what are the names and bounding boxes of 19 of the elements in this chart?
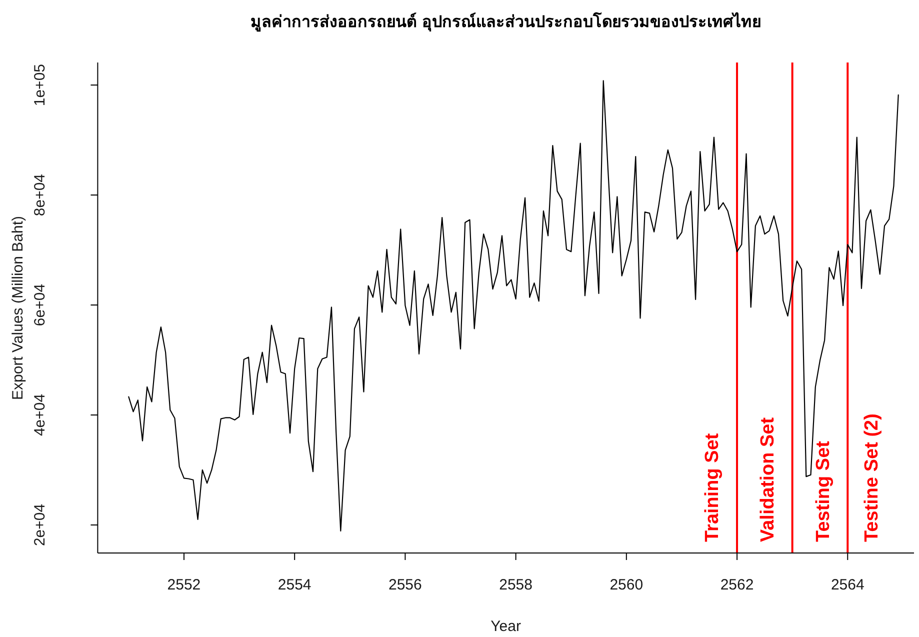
annotation: Testing Set [812, 440, 834, 542]
chart-title: มูลค่าการส่งออกรถยนต์ อุปกรณ์และส่วนประกอบโดยรวมของประเทศไทย [250, 11, 762, 33]
y-axis-title: Export Values (Million Baht) [8, 214, 27, 402]
x-tick-label: 2556 [388, 576, 422, 594]
x-axis-title: Year [490, 618, 522, 636]
annotation: Training Set [702, 432, 724, 542]
y-tick-label: 2e+04 [32, 504, 48, 546]
y-tick-label: 6e+04 [32, 284, 48, 326]
x-tick-label: 2554 [278, 576, 312, 594]
y-tick-label: 8e+04 [32, 174, 48, 216]
x-tick-label: 2552 [167, 576, 201, 594]
x-tick-label: 2564 [830, 576, 864, 594]
annotation: Testine Set (2) [861, 414, 882, 542]
x-tick-label: 2560 [610, 576, 644, 594]
y-tick-label: 1e+05 [32, 64, 48, 106]
x-tick-label: 2562 [720, 576, 754, 594]
x-tick-label: 2558 [499, 576, 532, 594]
annotation: Validation Set [757, 416, 778, 542]
y-tick-label: 4e+04 [32, 394, 48, 436]
